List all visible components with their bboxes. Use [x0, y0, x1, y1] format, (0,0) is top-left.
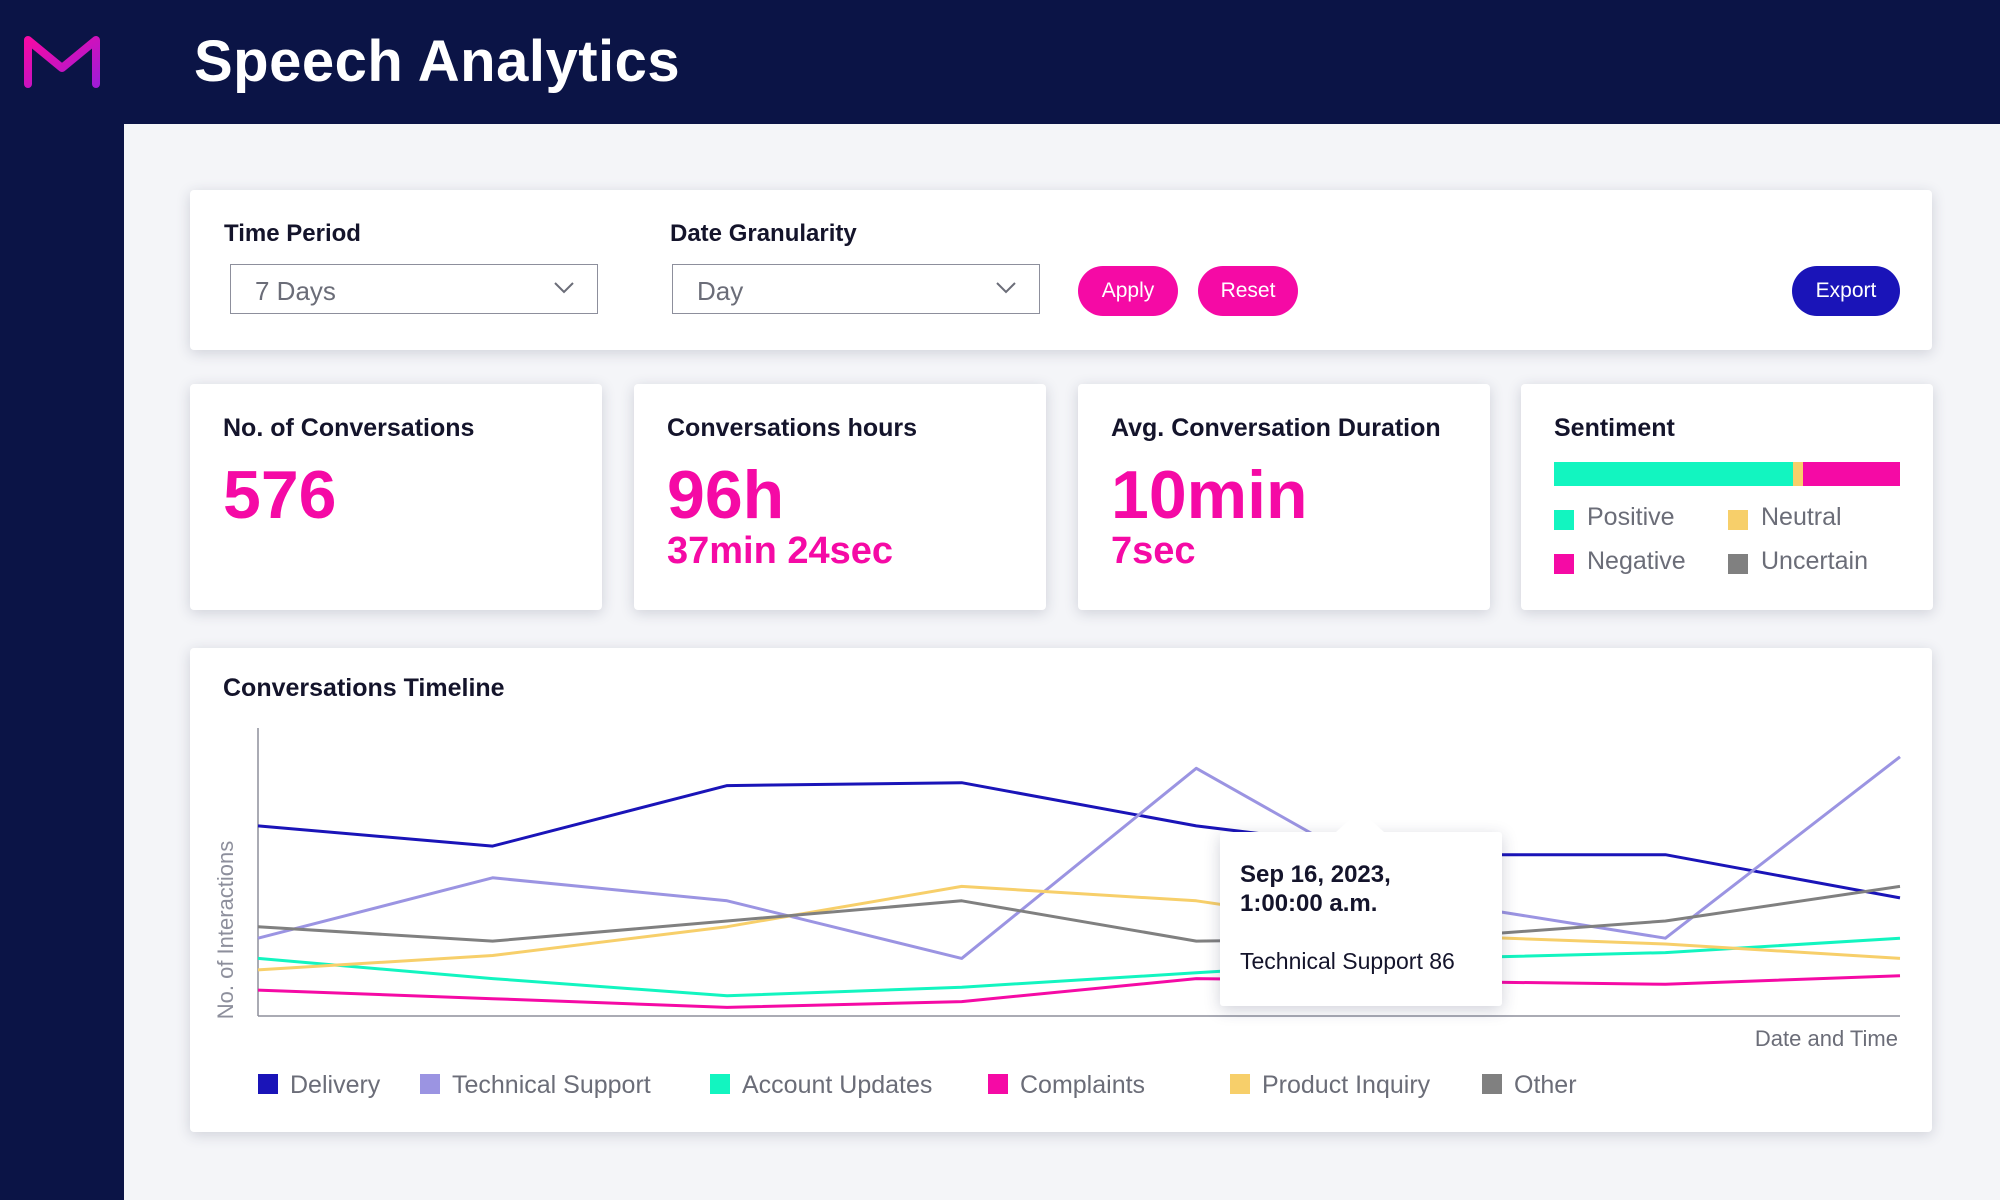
stat-value: 96h [667, 457, 785, 533]
legend-positive: Positive [1587, 503, 1675, 531]
legend-swatch-technical-support [420, 1074, 440, 1094]
negative-swatch [1554, 554, 1574, 574]
positive-swatch [1554, 510, 1574, 530]
y-axis-label: No. of Interactions [213, 841, 238, 1020]
uncertain-swatch [1728, 554, 1748, 574]
tooltip-date: Sep 16, 2023, 1:00:00 a.m. [1240, 860, 1391, 918]
reset-button[interactable]: Reset [1198, 266, 1298, 316]
stat-subvalue: 37min 24sec [667, 530, 894, 572]
stat-label: No. of Conversations [223, 414, 475, 442]
series-line-product-inquiry[interactable] [257, 884, 1901, 972]
stat-subvalue: 7sec [1111, 530, 1196, 572]
time-period-select[interactable]: 7 Days [230, 264, 598, 314]
legend-swatch-complaints [988, 1074, 1008, 1094]
series-line-delivery[interactable] [257, 781, 1901, 900]
chart-tooltip: Sep 16, 2023, 1:00:00 a.m. Technical Sup… [1220, 810, 1502, 1006]
export-button[interactable]: Export [1792, 266, 1900, 316]
neutral-swatch [1728, 510, 1748, 530]
sentiment-segment-positive [1554, 462, 1793, 486]
legend-swatch-delivery [258, 1074, 278, 1094]
sentiment-segment-neutral [1792, 462, 1804, 486]
date-granularity-value: Day [697, 276, 744, 306]
stat-value: 576 [223, 457, 337, 533]
legend-negative: Negative [1587, 547, 1686, 575]
legend-label-product-inquiry[interactable]: Product Inquiry [1262, 1071, 1431, 1099]
series-line-other[interactable] [257, 884, 1901, 943]
series-line-account-updates[interactable] [257, 936, 1901, 998]
legend-label-complaints[interactable]: Complaints [1020, 1071, 1145, 1099]
stat-card-avg-duration: Avg. Conversation Duration 10min 7sec [1078, 384, 1490, 610]
sentiment-card: Sentiment Positive Neutral Negative Unce… [1521, 384, 1933, 610]
conversations-timeline-card: Conversations Timeline No. of Interactio… [190, 648, 1932, 1132]
chart-title: Conversations Timeline [223, 674, 505, 702]
legend-swatch-account-updates [710, 1074, 730, 1094]
legend-uncertain: Uncertain [1761, 547, 1868, 575]
date-granularity-select[interactable]: Day [672, 264, 1040, 314]
speech-analytics-logo-icon[interactable] [22, 34, 102, 90]
stat-label: Avg. Conversation Duration [1111, 414, 1441, 442]
timeline-chart: No. of Interactions Date and Time Delive… [213, 728, 1901, 1099]
tooltip-date-line2: 1:00:00 a.m. [1240, 890, 1378, 917]
chevron-down-icon [996, 282, 1016, 294]
sidebar [0, 124, 124, 1200]
tooltip-value: Technical Support 86 [1240, 948, 1455, 974]
series-line-technical-support[interactable] [257, 755, 1901, 960]
time-period-label: Time Period [224, 220, 361, 247]
legend-label-delivery[interactable]: Delivery [290, 1071, 381, 1099]
series-line-complaints[interactable] [257, 974, 1901, 1009]
stat-card-hours: Conversations hours 96h 37min 24sec [634, 384, 1046, 610]
legend-swatch-product-inquiry [1230, 1074, 1250, 1094]
stat-card-conversations: No. of Conversations 576 [190, 384, 602, 610]
legend-label-technical-support[interactable]: Technical Support [452, 1071, 651, 1099]
legend-neutral: Neutral [1761, 503, 1842, 531]
apply-button[interactable]: Apply [1078, 266, 1178, 316]
legend-label-other[interactable]: Other [1514, 1071, 1577, 1099]
legend-swatch-other [1482, 1074, 1502, 1094]
x-axis-label: Date and Time [1755, 1026, 1898, 1051]
legend-label-account-updates[interactable]: Account Updates [742, 1071, 932, 1099]
stat-label: Conversations hours [667, 414, 918, 442]
chevron-down-icon [554, 282, 574, 294]
stat-value: 10min [1111, 457, 1308, 533]
sentiment-bar [1554, 462, 1900, 486]
date-granularity-label: Date Granularity [670, 220, 857, 247]
sentiment-title: Sentiment [1554, 414, 1675, 442]
page-title: Speech Analytics [194, 29, 681, 94]
tooltip-date-line1: Sep 16, 2023, [1240, 861, 1391, 888]
filter-panel: Time Period 7 Days Date Granularity Day … [190, 190, 1932, 350]
time-period-value: 7 Days [255, 276, 336, 306]
tooltip-arrow [1336, 810, 1384, 832]
sentiment-segment-negative [1803, 462, 1900, 486]
app-header: Speech Analytics [0, 0, 2000, 124]
